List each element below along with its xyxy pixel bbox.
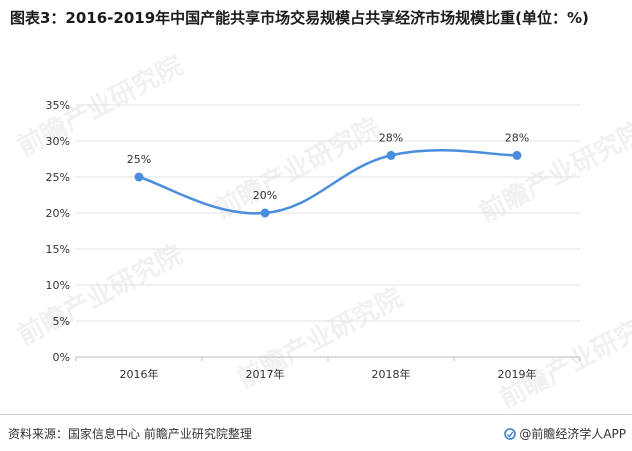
- source-note: 资料来源：国家信息中心 前瞻产业研究院整理: [8, 427, 252, 441]
- brand-credit: @前瞻经济学人APP: [504, 425, 626, 442]
- y-tick-label: 10%: [46, 279, 70, 292]
- y-tick-label: 25%: [46, 171, 70, 184]
- data-point: [386, 150, 396, 160]
- x-tick-label: 2018年: [372, 367, 411, 381]
- chart-title: 图表3：2016-2019年中国产能共享市场交易规模占共享经济市场规模比重(单位…: [10, 9, 589, 27]
- data-point: [260, 208, 270, 218]
- y-tick-label: 20%: [46, 207, 70, 220]
- data-label: 20%: [253, 189, 277, 202]
- x-tick-label: 2016年: [120, 367, 159, 381]
- data-label: 25%: [127, 153, 151, 166]
- y-tick-label: 15%: [46, 243, 70, 256]
- y-tick-label: 5%: [53, 315, 70, 328]
- y-tick-label: 35%: [46, 99, 70, 112]
- data-label: 28%: [379, 131, 403, 144]
- brand-logo-icon: [504, 427, 517, 440]
- footer: 资料来源：国家信息中心 前瞻产业研究院整理 @前瞻经济学人APP: [0, 414, 632, 451]
- y-tick-label: 30%: [46, 135, 70, 148]
- data-label: 28%: [505, 131, 529, 144]
- data-point: [134, 172, 144, 182]
- data-point: [512, 150, 522, 160]
- x-tick-label: 2017年: [246, 367, 285, 381]
- y-tick-label: 0%: [53, 351, 70, 364]
- x-tick-label: 2019年: [498, 367, 537, 381]
- series-line: [138, 149, 518, 215]
- line-chart: 0% 5% 10% 15% 20% 25% 30% 35% 2016年 2017年 2018年 201…: [46, 99, 581, 381]
- brand-label: @前瞻经济学人APP: [519, 427, 626, 441]
